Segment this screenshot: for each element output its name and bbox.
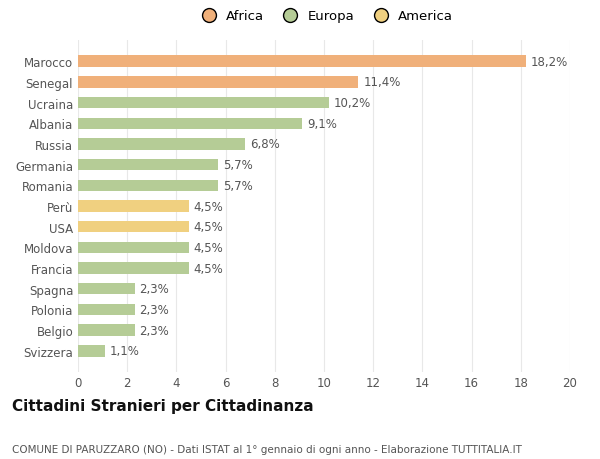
Bar xyxy=(78,180,218,191)
Text: 2,3%: 2,3% xyxy=(139,303,169,316)
Bar xyxy=(78,284,134,295)
Legend: Africa, Europa, America: Africa, Europa, America xyxy=(190,5,458,28)
Text: COMUNE DI PARUZZARO (NO) - Dati ISTAT al 1° gennaio di ogni anno - Elaborazione : COMUNE DI PARUZZARO (NO) - Dati ISTAT al… xyxy=(12,444,522,454)
Text: 5,7%: 5,7% xyxy=(223,179,253,192)
Bar xyxy=(78,242,188,253)
Bar xyxy=(78,304,134,315)
Text: 2,3%: 2,3% xyxy=(139,324,169,337)
Text: 4,5%: 4,5% xyxy=(194,200,223,213)
Text: 1,1%: 1,1% xyxy=(110,345,140,358)
Text: 11,4%: 11,4% xyxy=(364,76,401,89)
Bar xyxy=(78,77,358,88)
Bar xyxy=(78,139,245,150)
Text: 6,8%: 6,8% xyxy=(250,138,280,151)
Text: 5,7%: 5,7% xyxy=(223,159,253,172)
Text: 10,2%: 10,2% xyxy=(334,97,371,110)
Bar xyxy=(78,325,134,336)
Bar xyxy=(78,346,105,357)
Text: 9,1%: 9,1% xyxy=(307,118,337,130)
Bar xyxy=(78,56,526,67)
Bar xyxy=(78,98,329,109)
Bar xyxy=(78,263,188,274)
Bar xyxy=(78,201,188,212)
Text: 18,2%: 18,2% xyxy=(530,56,568,68)
Text: 4,5%: 4,5% xyxy=(194,241,223,254)
Bar xyxy=(78,160,218,171)
Text: 2,3%: 2,3% xyxy=(139,283,169,296)
Text: 4,5%: 4,5% xyxy=(194,221,223,234)
Bar xyxy=(78,222,188,233)
Text: Cittadini Stranieri per Cittadinanza: Cittadini Stranieri per Cittadinanza xyxy=(12,398,314,413)
Bar xyxy=(78,118,302,129)
Text: 4,5%: 4,5% xyxy=(194,262,223,275)
